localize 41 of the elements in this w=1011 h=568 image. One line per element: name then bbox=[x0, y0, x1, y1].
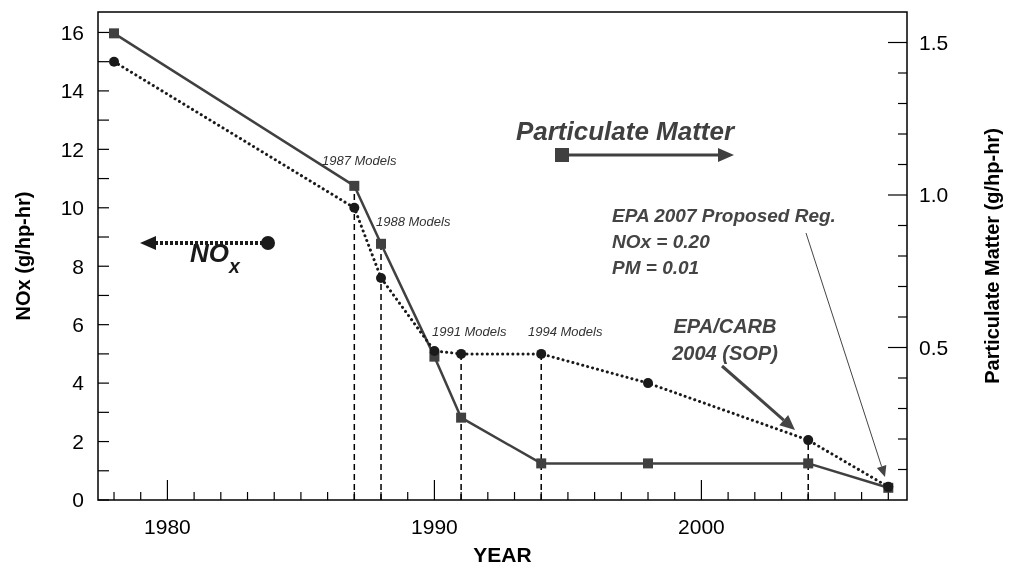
point bbox=[349, 202, 360, 213]
point bbox=[109, 56, 120, 67]
y-tick-label: 14 bbox=[60, 79, 85, 103]
y-tick-label: 16 bbox=[60, 20, 84, 44]
point bbox=[349, 180, 360, 191]
y-tick-label: 8 bbox=[72, 254, 84, 278]
point bbox=[803, 435, 814, 446]
annotation: 1987 Models bbox=[322, 153, 397, 168]
annotation: 1991 Models bbox=[432, 324, 507, 339]
y2-axis-title: Particulate Matter (g/hp-hr) bbox=[981, 128, 1003, 384]
text: Particulate Matter bbox=[515, 116, 736, 146]
point bbox=[109, 28, 120, 39]
point bbox=[536, 348, 547, 359]
y-tick-label: 12 bbox=[60, 137, 84, 161]
x-axis-title: YEAR bbox=[473, 543, 532, 566]
x-tick-label: 1980 bbox=[144, 515, 191, 538]
point bbox=[376, 272, 387, 283]
y-axis-title: NOx (g/hp-hr) bbox=[12, 191, 34, 321]
y-tick-label: 10 bbox=[60, 196, 84, 220]
point bbox=[429, 345, 440, 356]
point bbox=[643, 458, 654, 469]
point bbox=[643, 378, 654, 389]
y-tick-label: 0 bbox=[72, 488, 84, 512]
annotation: EPA 2007 Proposed Reg. NOx = 0.20 PM = 0.01 bbox=[612, 205, 836, 278]
y-tick-label: 4 bbox=[72, 371, 85, 395]
annotation: 1994 Models bbox=[528, 324, 603, 339]
annotation: 1988 Models bbox=[376, 214, 451, 229]
y-tick-label: 2 bbox=[72, 429, 84, 453]
point bbox=[536, 458, 547, 469]
x-tick-label: 1990 bbox=[411, 515, 458, 538]
y-tick-label: 6 bbox=[72, 313, 84, 337]
annotation: EPA/CARB 2004 (SOP) bbox=[671, 315, 779, 364]
point bbox=[376, 238, 387, 249]
x-tick-label: 2000 bbox=[678, 515, 725, 538]
point bbox=[803, 458, 814, 469]
y2-tick-label: 0.5 bbox=[919, 335, 949, 359]
legend-label: NO$_{x}$ bbox=[190, 238, 242, 277]
point bbox=[456, 412, 467, 423]
y2-tick-label: 1.5 bbox=[919, 30, 949, 54]
point bbox=[456, 348, 467, 359]
y2-tick-label: 1.0 bbox=[919, 183, 949, 207]
